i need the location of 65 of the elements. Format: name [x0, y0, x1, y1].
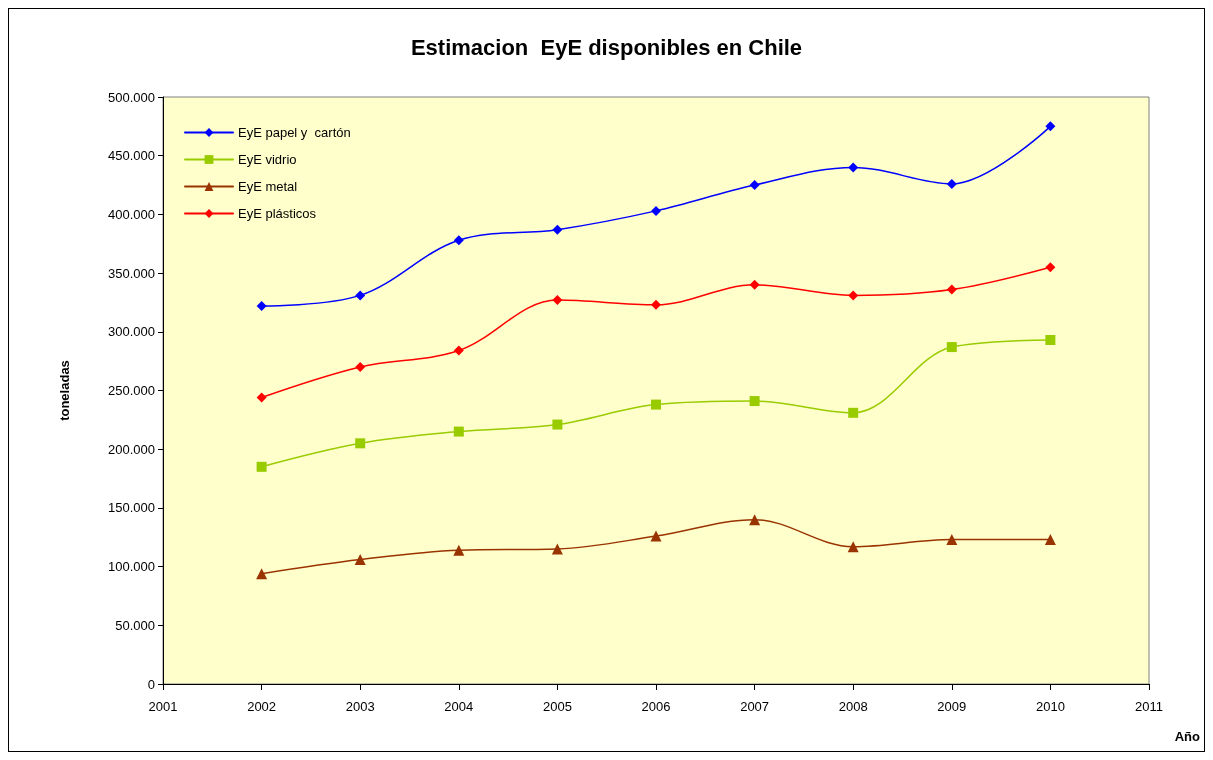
point [256, 300, 267, 311]
point [552, 419, 563, 430]
y-tick-label: 200.000 [108, 441, 155, 457]
point [453, 544, 465, 556]
point [749, 396, 760, 407]
chart-title: Estimacion EyE disponibles en Chile [410, 34, 803, 60]
y-tick-label: 250.000 [108, 383, 155, 398]
point [749, 279, 760, 290]
point [946, 342, 957, 353]
x-tick-label: 2006 [641, 699, 671, 714]
point [651, 399, 661, 410]
x-tick-label: 2009 [937, 699, 967, 714]
x-tick-label: 2010 [1035, 699, 1065, 714]
x-tick-label: 2002 [247, 699, 277, 714]
y-tick-label: 350.000 [108, 265, 155, 281]
point [650, 530, 662, 542]
point [946, 534, 958, 546]
x-tick-label: 2007 [740, 699, 770, 714]
y-tick-label: 450.000 [108, 148, 155, 164]
point [355, 438, 366, 449]
point [552, 295, 563, 306]
y-tick-label: 100.000 [108, 559, 155, 575]
x-tick-label: 2008 [838, 699, 868, 714]
point [552, 224, 563, 235]
point [651, 205, 661, 216]
point [848, 162, 859, 173]
point [749, 180, 760, 191]
point [453, 235, 464, 246]
point [1045, 262, 1056, 273]
point [355, 362, 366, 373]
point [551, 543, 563, 555]
y-tick-label: 500.000 [108, 89, 155, 105]
legend-label: EyE papel y cartón [238, 125, 351, 140]
x-tick-label: 2011 [1135, 699, 1163, 714]
point [453, 426, 464, 437]
point [354, 554, 366, 566]
y-tick-label: 150.000 [108, 500, 155, 516]
legend-label: EyE metal [238, 179, 298, 194]
y-axis-title: toneladas [57, 360, 72, 421]
x-tick-label: 2005 [542, 699, 572, 714]
point [256, 392, 267, 403]
point [1044, 534, 1056, 546]
point [1045, 121, 1056, 132]
y-tick-label: 0 [147, 676, 155, 692]
x-tick-label: 2003 [345, 699, 375, 714]
point [946, 284, 957, 295]
point [847, 541, 859, 553]
point [651, 299, 661, 310]
legend-label: EyE vidrio [238, 152, 297, 167]
y-tick-label: 400.000 [108, 206, 155, 222]
point [355, 290, 366, 301]
point [749, 514, 761, 526]
y-tick-label: 300.000 [108, 324, 155, 340]
x-tick-label: 2004 [444, 699, 474, 714]
legend-label: EyE plásticos [238, 206, 317, 221]
x-tick-label: 2001 [148, 699, 178, 714]
point [256, 568, 268, 580]
point [848, 407, 859, 418]
point [946, 178, 957, 189]
point [453, 345, 464, 356]
x-axis-title: Año [1174, 729, 1201, 744]
y-tick-label: 50.000 [115, 617, 155, 633]
point [848, 290, 859, 301]
point [1045, 335, 1056, 346]
point [256, 461, 267, 472]
